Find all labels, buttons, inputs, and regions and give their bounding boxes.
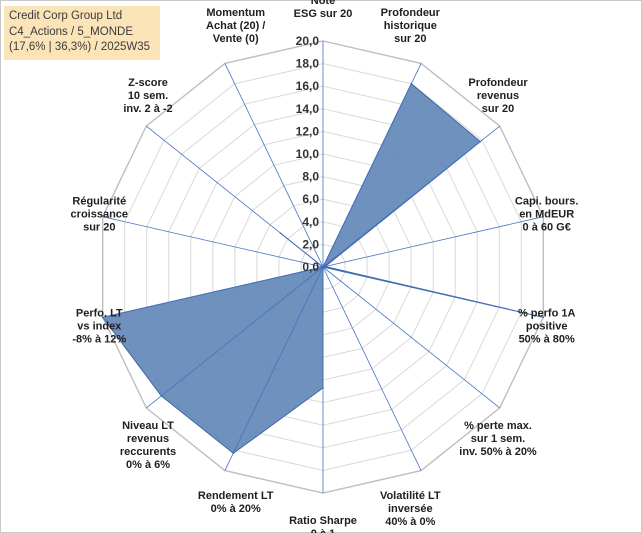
data-point (160, 395, 163, 397)
axis-spoke (322, 63, 422, 268)
axis-label-line: ESG sur 20 (294, 8, 353, 20)
axis-spoke (224, 63, 324, 268)
axis-label-line: 0 à 60 G€ (523, 221, 571, 233)
axis-label: % perte max. sur 1 sem. inv. 50% à 20% (459, 420, 537, 458)
axis-label-line: croissance (71, 208, 128, 220)
axis-label-line: 0 à 1 (311, 528, 335, 533)
axis-spoke (102, 216, 324, 268)
tick-label: 2,0 (302, 237, 319, 251)
axis-label-line: sur 20 (394, 33, 426, 45)
axis-label-line: Momentum (206, 7, 265, 19)
axis-spoke (322, 266, 544, 318)
axis-label-line: 0% à 20% (211, 503, 261, 515)
axis-label-line: inv. 50% à 20% (459, 446, 537, 458)
data-point (101, 316, 104, 319)
axis-label: Capi. bours. en MdEUR 0 à 60 G€ (515, 195, 579, 233)
axis-spoke (322, 216, 544, 268)
axis-label-line: 50% à 80% (519, 334, 575, 346)
data-point (232, 452, 235, 455)
axis-label-line: positive (526, 321, 568, 333)
axis-label-line: Z-score (128, 77, 168, 89)
data-point (410, 82, 413, 85)
axis-label: Note ESG sur 20 (294, 0, 353, 20)
axis-label-line: revenus (127, 433, 169, 445)
tick-label: 10,0 (296, 147, 320, 161)
tick-label: 16,0 (296, 79, 320, 93)
axis-label-line: Profondeur (381, 7, 441, 19)
axis-spoke (146, 125, 324, 268)
axis-spoke (322, 266, 422, 471)
axis-spoke (322, 125, 500, 268)
data-point (542, 316, 545, 319)
axis-label-line: % perfo 1A (518, 308, 576, 320)
axis-label-line: Note (311, 0, 335, 7)
title-company: Credit Corp Group Ltd (9, 10, 123, 22)
axis-label-line: revenus (477, 90, 519, 102)
axis-label-line: reccurents (120, 446, 176, 458)
axis-spoke (322, 266, 500, 409)
data-point (322, 387, 324, 389)
tick-label: 4,0 (302, 215, 319, 229)
data-point (279, 232, 282, 234)
axis-label-line: Ratio Sharpe (289, 515, 357, 527)
axis-spoke (146, 266, 324, 409)
axis-label: Régularité croissance sur 20 (71, 195, 128, 233)
axis-label-line: Rendement LT (198, 490, 274, 502)
data-point (322, 266, 324, 268)
axis-label-line: sur 20 (482, 103, 514, 115)
axis-label-line: 40% à 0% (385, 516, 435, 528)
axis-label-line: Niveau LT (122, 420, 174, 432)
axis-label: Profondeur revenus sur 20 (468, 77, 528, 115)
tick-label: 20,0 (296, 34, 320, 48)
chart-title-box: Credit Corp Group Ltd C4_Actions / 5_MON… (4, 6, 160, 60)
axis-label-line: historique (384, 20, 437, 32)
axis-label: Profondeur historique sur 20 (381, 7, 441, 45)
axis-label: Volatilité LT inversée 40% à 0% (380, 490, 441, 528)
axis-label: % perfo 1A positive 50% à 80% (518, 308, 576, 346)
axis-label-line: Vente (0) (213, 33, 259, 45)
axis-label: Rendement LT 0% à 20% (198, 490, 274, 515)
axis-label: Momentum Achat (20) / Vente (0) (206, 7, 265, 45)
axis-label-line: sur 1 sem. (471, 433, 525, 445)
axis-spoke (102, 266, 324, 318)
axis-label-line: Régularité (72, 195, 126, 207)
tick-label: 0,0 (302, 260, 319, 274)
tick-label: 6,0 (302, 192, 319, 206)
tick-label: 18,0 (296, 57, 320, 71)
title-category: C4_Actions / 5_MONDE (9, 25, 133, 38)
axis-label-line: en MdEUR (519, 208, 574, 220)
axis-label: Perfo. LT vs index -8% à 12% (72, 308, 126, 346)
axis-label-line: 10 sem. (128, 90, 168, 102)
axis-label-line: vs index (77, 321, 122, 333)
axis-label-line: -8% à 12% (72, 334, 126, 346)
axis-label: Niveau LT revenus reccurents 0% à 6% (120, 420, 176, 471)
axis-label-line: 0% à 6% (126, 459, 170, 471)
axis-label-line: Achat (20) / (206, 20, 265, 32)
axis-label: Ratio Sharpe0 à 1 (289, 515, 357, 533)
axis-label-line: Perfo. LT (76, 308, 123, 320)
tick-label: 8,0 (302, 170, 319, 184)
axis-label-line: inv. 2 à -2 (123, 103, 172, 115)
axis-label-line: % perte max. (464, 420, 532, 432)
title-period: (17,6% | 36,3%) / 2025W35 (9, 41, 151, 53)
axis-label: Z-score 10 sem. inv. 2 à -2 (123, 77, 172, 115)
axis-spoke (224, 266, 324, 471)
axis-label-line: Profondeur (468, 77, 528, 89)
tick-label: 12,0 (296, 124, 320, 138)
data-point (324, 265, 327, 268)
axis-label-line: Capi. bours. (515, 195, 579, 207)
axis-label-line: inversée (388, 503, 433, 515)
tick-label: 14,0 (296, 102, 320, 116)
data-point (479, 140, 482, 143)
axis-label-line: sur 20 (83, 221, 115, 233)
axis-label-line: Volatilité LT (380, 490, 441, 502)
